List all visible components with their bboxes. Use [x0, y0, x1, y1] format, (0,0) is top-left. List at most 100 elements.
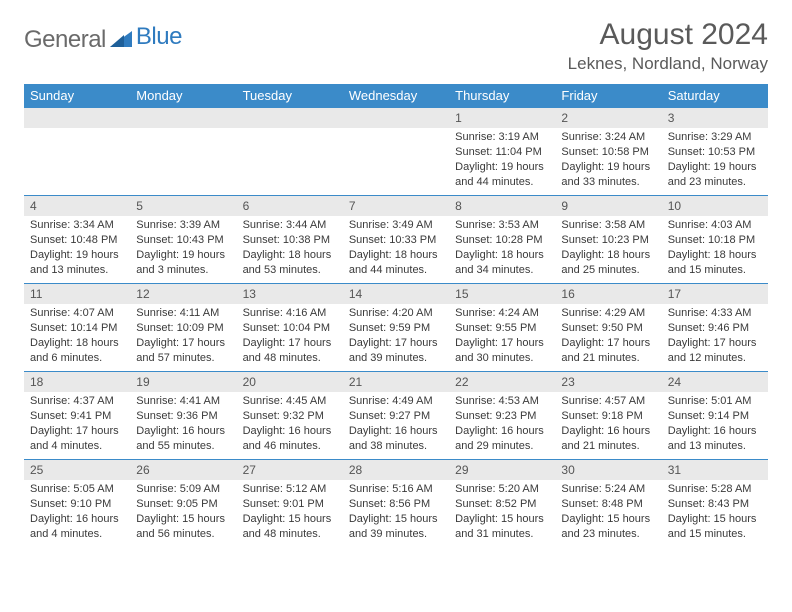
day-details: Sunrise: 5:05 AMSunset: 9:10 PMDaylight:…	[24, 482, 130, 545]
day-details: Sunrise: 4:16 AMSunset: 10:04 PMDaylight…	[237, 306, 343, 369]
sunset-label: Sunset: 11:04 PM	[455, 145, 549, 160]
day-number: 20	[237, 372, 343, 392]
day-details: Sunrise: 4:20 AMSunset: 9:59 PMDaylight:…	[343, 306, 449, 369]
day-cell: 15Sunrise: 4:24 AMSunset: 9:55 PMDayligh…	[449, 283, 555, 371]
day-cell: 19Sunrise: 4:41 AMSunset: 9:36 PMDayligh…	[130, 371, 236, 459]
daylight2-label: and 48 minutes.	[243, 527, 337, 542]
daylight1-label: Daylight: 15 hours	[668, 512, 762, 527]
day-number: 15	[449, 284, 555, 304]
day-number: 16	[555, 284, 661, 304]
daylight2-label: and 23 minutes.	[561, 527, 655, 542]
day-details: Sunrise: 4:37 AMSunset: 9:41 PMDaylight:…	[24, 394, 130, 457]
day-details: Sunrise: 5:24 AMSunset: 8:48 PMDaylight:…	[555, 482, 661, 545]
sunrise-label: Sunrise: 3:29 AM	[668, 130, 762, 145]
brand-triangle-icon	[110, 29, 132, 52]
day-details: Sunrise: 4:24 AMSunset: 9:55 PMDaylight:…	[449, 306, 555, 369]
day-number: 22	[449, 372, 555, 392]
day-details: Sunrise: 4:49 AMSunset: 9:27 PMDaylight:…	[343, 394, 449, 457]
sunset-label: Sunset: 10:48 PM	[30, 233, 124, 248]
sunrise-label: Sunrise: 4:03 AM	[668, 218, 762, 233]
daylight2-label: and 48 minutes.	[243, 351, 337, 366]
daylight1-label: Daylight: 18 hours	[30, 336, 124, 351]
daylight1-label: Daylight: 17 hours	[455, 336, 549, 351]
day-cell: 11Sunrise: 4:07 AMSunset: 10:14 PMDaylig…	[24, 283, 130, 371]
day-cell: 31Sunrise: 5:28 AMSunset: 8:43 PMDayligh…	[662, 459, 768, 547]
sunset-label: Sunset: 9:50 PM	[561, 321, 655, 336]
daylight1-label: Daylight: 15 hours	[561, 512, 655, 527]
sunset-label: Sunset: 9:01 PM	[243, 497, 337, 512]
day-cell: 16Sunrise: 4:29 AMSunset: 9:50 PMDayligh…	[555, 283, 661, 371]
daylight2-label: and 33 minutes.	[561, 175, 655, 190]
day-cell: 29Sunrise: 5:20 AMSunset: 8:52 PMDayligh…	[449, 459, 555, 547]
day-details: Sunrise: 5:28 AMSunset: 8:43 PMDaylight:…	[662, 482, 768, 545]
daylight2-label: and 4 minutes.	[30, 527, 124, 542]
daylight1-label: Daylight: 17 hours	[30, 424, 124, 439]
daylight2-label: and 12 minutes.	[668, 351, 762, 366]
day-cell: 25Sunrise: 5:05 AMSunset: 9:10 PMDayligh…	[24, 459, 130, 547]
sunrise-label: Sunrise: 3:44 AM	[243, 218, 337, 233]
day-cell: 7Sunrise: 3:49 AMSunset: 10:33 PMDayligh…	[343, 195, 449, 283]
day-details: Sunrise: 4:11 AMSunset: 10:09 PMDaylight…	[130, 306, 236, 369]
header: General Blue August 2024 Leknes, Nordlan…	[24, 18, 768, 74]
daylight1-label: Daylight: 16 hours	[30, 512, 124, 527]
daylight1-label: Daylight: 18 hours	[349, 248, 443, 263]
day-number: 11	[24, 284, 130, 304]
daylight2-label: and 25 minutes.	[561, 263, 655, 278]
day-number: 1	[449, 108, 555, 128]
sunrise-label: Sunrise: 5:24 AM	[561, 482, 655, 497]
day-cell: 13Sunrise: 4:16 AMSunset: 10:04 PMDaylig…	[237, 283, 343, 371]
daylight2-label: and 46 minutes.	[243, 439, 337, 454]
sunset-label: Sunset: 9:59 PM	[349, 321, 443, 336]
sunset-label: Sunset: 10:43 PM	[136, 233, 230, 248]
sunrise-label: Sunrise: 5:28 AM	[668, 482, 762, 497]
daylight1-label: Daylight: 19 hours	[455, 160, 549, 175]
daylight2-label: and 21 minutes.	[561, 351, 655, 366]
daylight1-label: Daylight: 16 hours	[243, 424, 337, 439]
day-details: Sunrise: 3:29 AMSunset: 10:53 PMDaylight…	[662, 130, 768, 193]
day-number: 8	[449, 196, 555, 216]
sunset-label: Sunset: 8:48 PM	[561, 497, 655, 512]
day-details: Sunrise: 4:41 AMSunset: 9:36 PMDaylight:…	[130, 394, 236, 457]
sunrise-label: Sunrise: 4:16 AM	[243, 306, 337, 321]
daylight2-label: and 38 minutes.	[349, 439, 443, 454]
daylight1-label: Daylight: 15 hours	[349, 512, 443, 527]
day-number: 25	[24, 460, 130, 480]
daylight2-label: and 23 minutes.	[668, 175, 762, 190]
day-details: Sunrise: 5:12 AMSunset: 9:01 PMDaylight:…	[237, 482, 343, 545]
day-cell: 14Sunrise: 4:20 AMSunset: 9:59 PMDayligh…	[343, 283, 449, 371]
day-details: Sunrise: 5:16 AMSunset: 8:56 PMDaylight:…	[343, 482, 449, 545]
day-number: 19	[130, 372, 236, 392]
day-number: 14	[343, 284, 449, 304]
sunrise-label: Sunrise: 4:41 AM	[136, 394, 230, 409]
daylight1-label: Daylight: 17 hours	[243, 336, 337, 351]
daylight2-label: and 6 minutes.	[30, 351, 124, 366]
sunset-label: Sunset: 9:36 PM	[136, 409, 230, 424]
day-details: Sunrise: 4:07 AMSunset: 10:14 PMDaylight…	[24, 306, 130, 369]
weekday-header: Tuesday	[237, 84, 343, 107]
sunset-label: Sunset: 10:58 PM	[561, 145, 655, 160]
day-number: 17	[662, 284, 768, 304]
sunrise-label: Sunrise: 4:33 AM	[668, 306, 762, 321]
daylight2-label: and 13 minutes.	[30, 263, 124, 278]
daylight1-label: Daylight: 15 hours	[455, 512, 549, 527]
day-number: 13	[237, 284, 343, 304]
day-number: 3	[662, 108, 768, 128]
daylight2-label: and 39 minutes.	[349, 527, 443, 542]
day-cell: 12Sunrise: 4:11 AMSunset: 10:09 PMDaylig…	[130, 283, 236, 371]
daylight1-label: Daylight: 17 hours	[668, 336, 762, 351]
sunrise-label: Sunrise: 3:19 AM	[455, 130, 549, 145]
day-cell: 4Sunrise: 3:34 AMSunset: 10:48 PMDayligh…	[24, 195, 130, 283]
day-number: 29	[449, 460, 555, 480]
daylight1-label: Daylight: 19 hours	[668, 160, 762, 175]
brand-part2: Blue	[136, 23, 182, 51]
sunrise-label: Sunrise: 5:16 AM	[349, 482, 443, 497]
sunrise-label: Sunrise: 4:20 AM	[349, 306, 443, 321]
daylight2-label: and 3 minutes.	[136, 263, 230, 278]
sunset-label: Sunset: 9:27 PM	[349, 409, 443, 424]
weekday-header-row: SundayMondayTuesdayWednesdayThursdayFrid…	[24, 84, 768, 107]
daylight1-label: Daylight: 18 hours	[668, 248, 762, 263]
sunrise-label: Sunrise: 4:11 AM	[136, 306, 230, 321]
sunrise-label: Sunrise: 5:01 AM	[668, 394, 762, 409]
day-cell: 21Sunrise: 4:49 AMSunset: 9:27 PMDayligh…	[343, 371, 449, 459]
daylight1-label: Daylight: 16 hours	[668, 424, 762, 439]
